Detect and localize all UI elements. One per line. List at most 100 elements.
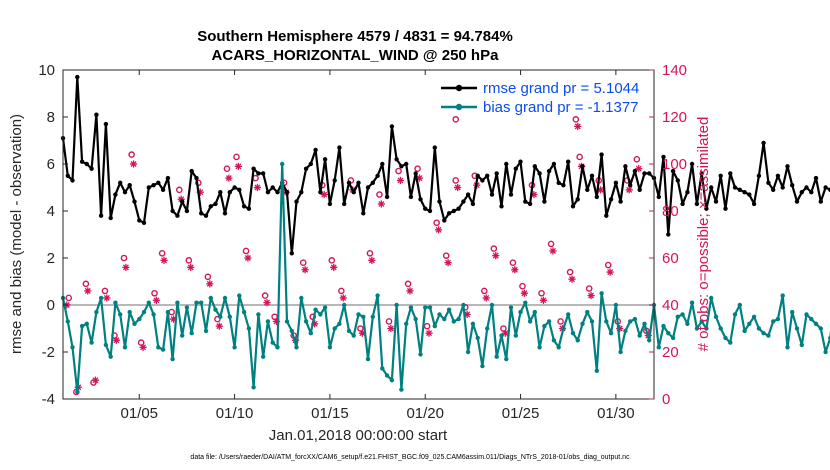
bias-point [137,316,142,322]
rmse-point [232,185,237,190]
obs-possible-marker [566,268,574,276]
rmse-point [475,173,480,178]
rmse-point [160,187,166,192]
obs-possible-marker [557,318,564,325]
rmse-point [675,178,680,183]
bias-point [365,356,371,362]
rmse-point [404,161,409,167]
rmse-point [294,199,299,204]
rmse-point [389,124,395,129]
y-right-tick-label: 20 [662,344,679,361]
rmse-point [504,161,509,167]
bias-point [527,319,533,324]
bias-point [332,326,337,331]
bias-point [790,309,795,315]
obs-assimilated-stroke [340,294,347,301]
y-tick-label: 10 [38,62,55,79]
rmse-point [289,251,294,256]
bias-point [508,305,514,310]
bias-point [747,321,752,326]
obs-possible-marker [452,177,460,184]
obs-assimilated-marker [122,263,130,271]
bias-point [632,316,638,322]
bias-point [170,356,175,362]
bias-point [804,312,809,317]
rmse-point [661,154,666,160]
bias-point [237,293,242,298]
rmse-point [156,180,161,185]
bias-point [532,309,537,315]
rmse-point [437,199,442,204]
rmse-point [513,166,518,171]
obs-assimilated-marker [339,294,347,302]
rmse-point [580,164,585,169]
obs-assimilated-marker [225,174,233,182]
bias-point [346,328,352,334]
bias-point [98,295,104,301]
bias-point [408,305,414,310]
bias-point [751,314,757,319]
obs-assimilated-stroke [302,266,309,273]
rmse-point [284,190,290,195]
y-right-tick-label: 140 [662,62,687,79]
bias-point [689,300,695,305]
bias-point [256,312,261,317]
rmse-point [785,164,790,169]
obs-assimilated-marker [482,294,490,302]
obs-possible-marker [585,285,593,292]
bias-point [461,302,466,308]
bias-point [404,321,409,326]
rmse-point [461,199,466,204]
bias-point [608,331,614,336]
rmse-point [494,171,499,176]
obs-assimilated-stroke [321,191,328,198]
obs-assimilated-stroke [122,264,129,271]
obs-assimilated-stroke [454,184,461,191]
obs-possible-marker [82,280,90,288]
obs-assimilated-marker [606,268,614,276]
rmse-point [818,199,823,204]
rmse-point [566,159,571,164]
rmse-point [132,199,137,204]
bias-point [432,323,437,329]
rmse-point [394,157,399,162]
bias-point [589,319,595,324]
rmse-point [332,178,337,183]
y-right-tick-label: 120 [662,109,687,126]
obs-assimilated-marker [396,176,405,185]
bias-point [518,309,523,315]
obs-assimilated-stroke [206,280,213,287]
rmse-point [103,121,109,127]
rmse-point [771,187,776,192]
obs-possible-marker [538,289,545,297]
rmse-point [218,190,223,195]
rmse-point [246,206,252,211]
bias-point [771,319,776,324]
bias-point [384,373,390,378]
rmse-point [704,206,709,211]
rmse-point [184,208,190,214]
x-tick-label: 01/10 [216,405,254,422]
chart-title: Southern Hemisphere 4579 / 4831 = 94.784… [197,28,513,45]
obs-assimilated-stroke [92,377,99,384]
rmse-point [308,161,313,167]
rmse-point [685,190,690,195]
rmse-point [261,171,266,176]
bias-point [261,354,266,359]
rmse-point [241,204,247,209]
obs-assimilated-stroke [153,297,160,304]
chart-subtitle: ACARS_HORIZONTAL_WIND @ 250 hPa [212,47,500,64]
obs-possible-marker [120,254,128,262]
rmse-point [427,208,433,214]
rmse-point [680,201,685,207]
bias-point [775,316,781,322]
bias-point [275,345,280,350]
rmse-point [432,145,437,150]
y-right-tick-label: 40 [662,297,679,314]
rmse-point [570,204,576,209]
bias-point [337,321,342,326]
obs-assimilated-stroke [397,177,404,184]
rmse-point [222,211,228,216]
rmse-point [809,190,814,195]
obs-assimilated-stroke [540,297,547,304]
